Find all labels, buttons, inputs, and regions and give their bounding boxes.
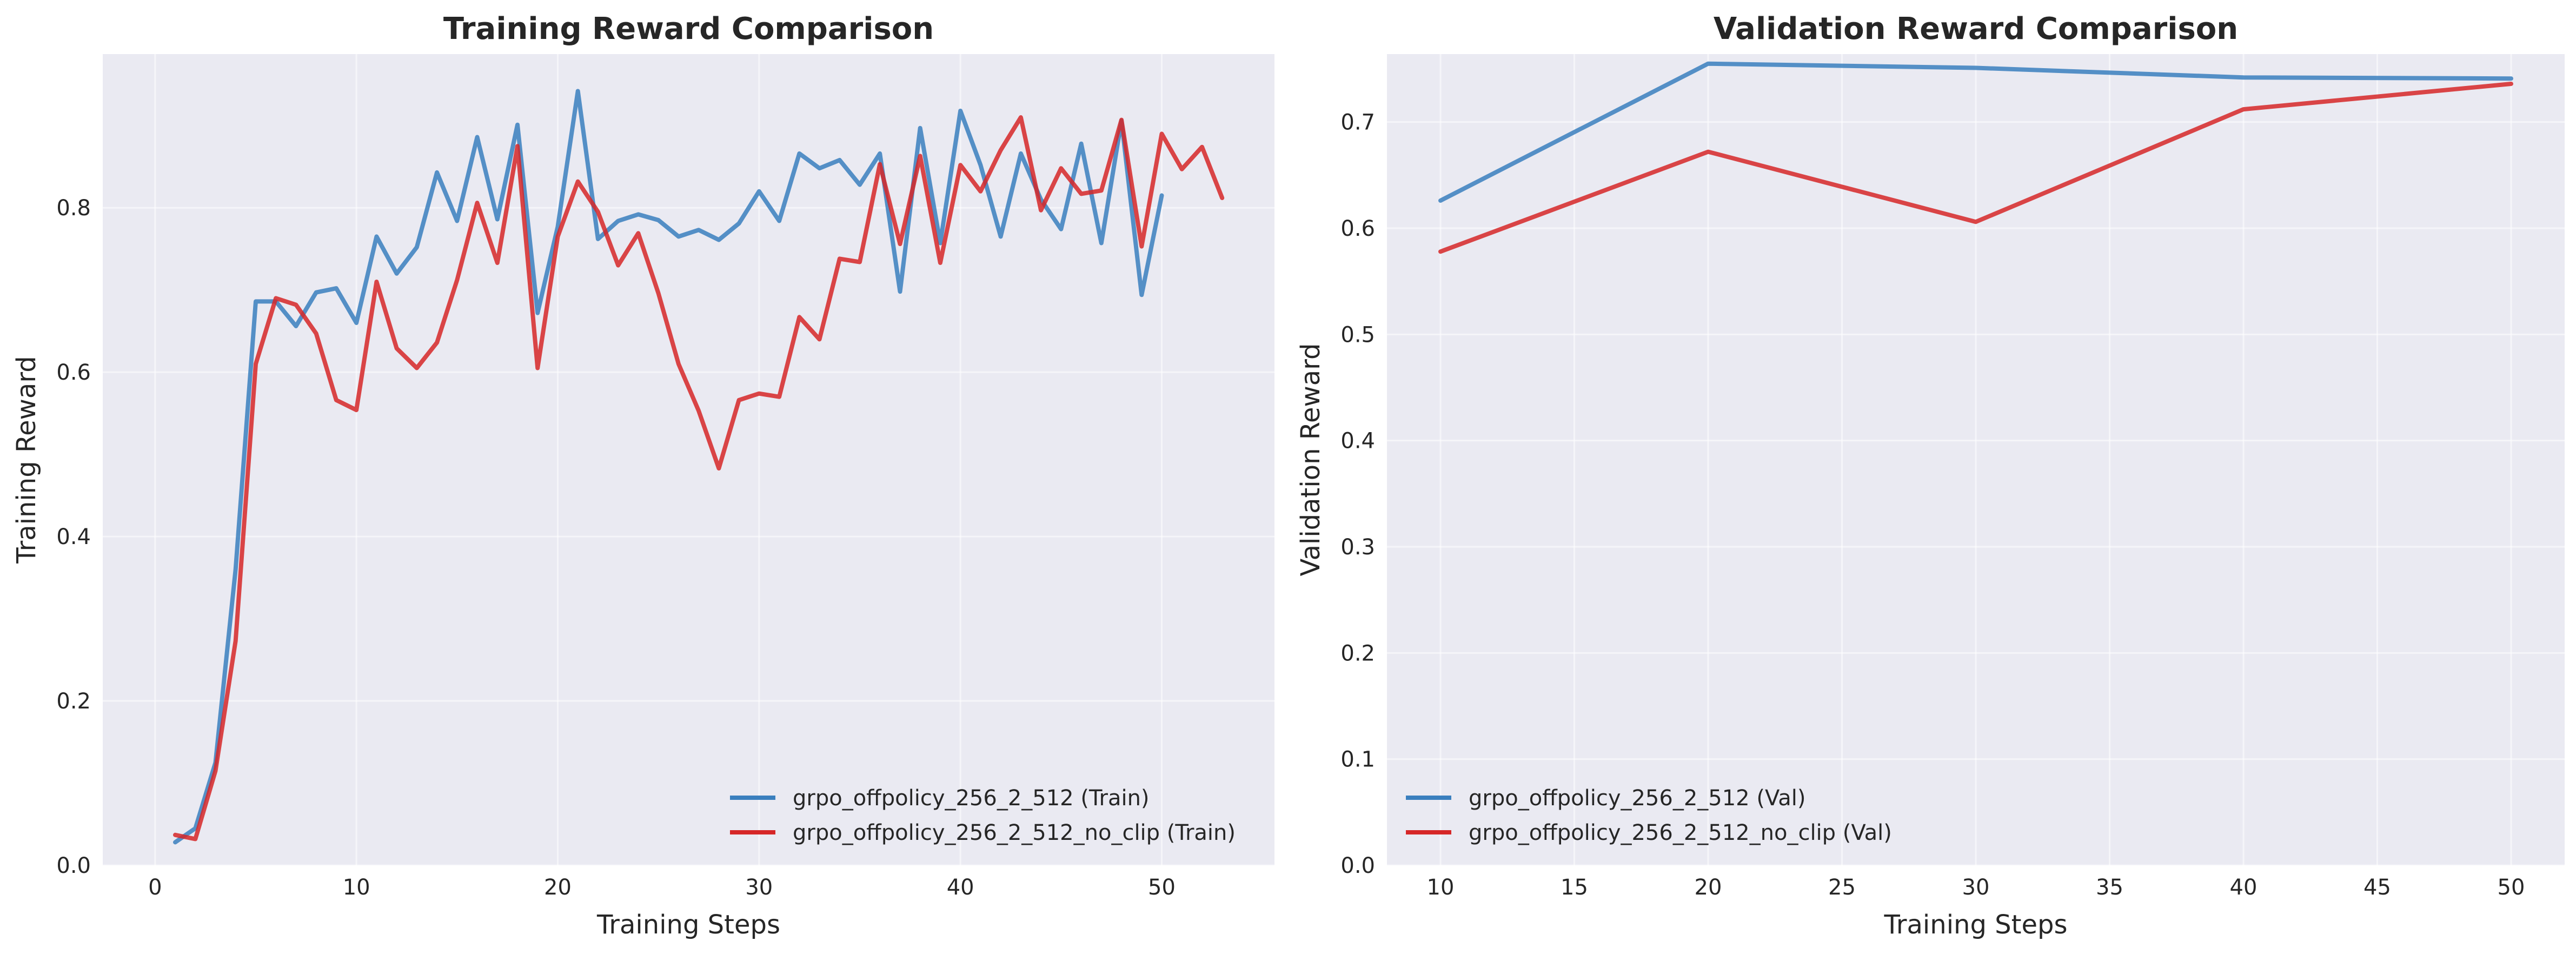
series-line-no-clip bbox=[1438, 82, 2513, 254]
x-tick-label: 10 bbox=[1427, 875, 1455, 900]
y-tick-label: 0.0 bbox=[1340, 853, 1375, 878]
legend: grpo_offpolicy_256_2_512 (Val) grpo_offpo… bbox=[1406, 786, 1892, 845]
x-tick-label: 15 bbox=[1561, 875, 1588, 900]
series-line-baseline bbox=[1438, 61, 2513, 203]
legend-label: grpo_offpolicy_256_2_512_no_clip (Train) bbox=[793, 820, 1236, 845]
x-tick-label: 30 bbox=[1962, 875, 1990, 900]
y-tick-label: 0.3 bbox=[1340, 535, 1375, 560]
chart-title: Validation Reward Comparison bbox=[1714, 11, 2238, 47]
x-tick-label: 30 bbox=[745, 875, 773, 900]
x-tick-label: 45 bbox=[2363, 875, 2391, 900]
x-tick-label: 0 bbox=[148, 875, 162, 900]
training-reward-panel: 0 10 20 30 40 50 0.0 0.2 0.4 0.6 0.8 Training Rewar… bbox=[11, 11, 1274, 940]
y-tick-label: 0.5 bbox=[1340, 322, 1375, 347]
x-axis-label: Training Steps bbox=[1884, 910, 2068, 940]
series-line-no-clip bbox=[173, 115, 1225, 842]
y-tick-label: 0.6 bbox=[56, 360, 91, 385]
legend-label: grpo_offpolicy_256_2_512_no_clip (Val) bbox=[1469, 820, 1892, 845]
chart-title: Training Reward Comparison bbox=[443, 11, 934, 47]
x-tick-label: 20 bbox=[544, 875, 572, 900]
y-tick-label: 0.4 bbox=[56, 525, 91, 549]
x-tick-label: 50 bbox=[2498, 875, 2525, 900]
y-axis-label: Training Reward bbox=[11, 356, 42, 564]
y-tick-label: 0.4 bbox=[1340, 429, 1375, 454]
y-tick-label: 0.2 bbox=[56, 689, 91, 714]
x-tick-label: 35 bbox=[2096, 875, 2123, 900]
y-tick-label: 0.8 bbox=[56, 196, 91, 221]
x-tick-label: 40 bbox=[2230, 875, 2258, 900]
y-tick-label: 0.0 bbox=[56, 853, 91, 878]
validation-reward-panel: 10 15 20 25 30 35 40 45 50 0.0 0.1 0.2 0.3 0.4 0.5 0.6 0… bbox=[1296, 11, 2565, 940]
x-tick-label: 25 bbox=[1828, 875, 1856, 900]
y-tick-label: 0.7 bbox=[1340, 110, 1375, 135]
legend: grpo_offpolicy_256_2_512 (Train) grpo_off… bbox=[730, 786, 1236, 845]
legend-label: grpo_offpolicy_256_2_512 (Train) bbox=[793, 786, 1150, 811]
x-axis-label: Training Steps bbox=[596, 910, 780, 940]
legend-label: grpo_offpolicy_256_2_512 (Val) bbox=[1469, 786, 1805, 811]
y-tick-label: 0.1 bbox=[1340, 747, 1375, 772]
y-tick-label: 0.6 bbox=[1340, 216, 1375, 241]
y-axis-label: Validation Reward bbox=[1296, 343, 1326, 576]
y-tick-label: 0.2 bbox=[1340, 641, 1375, 666]
x-tick-label: 20 bbox=[1695, 875, 1722, 900]
plot-area bbox=[103, 54, 1274, 865]
series-line-baseline bbox=[173, 89, 1164, 845]
x-tick-label: 50 bbox=[1148, 875, 1176, 900]
x-tick-label: 40 bbox=[947, 875, 974, 900]
x-tick-label: 10 bbox=[343, 875, 370, 900]
